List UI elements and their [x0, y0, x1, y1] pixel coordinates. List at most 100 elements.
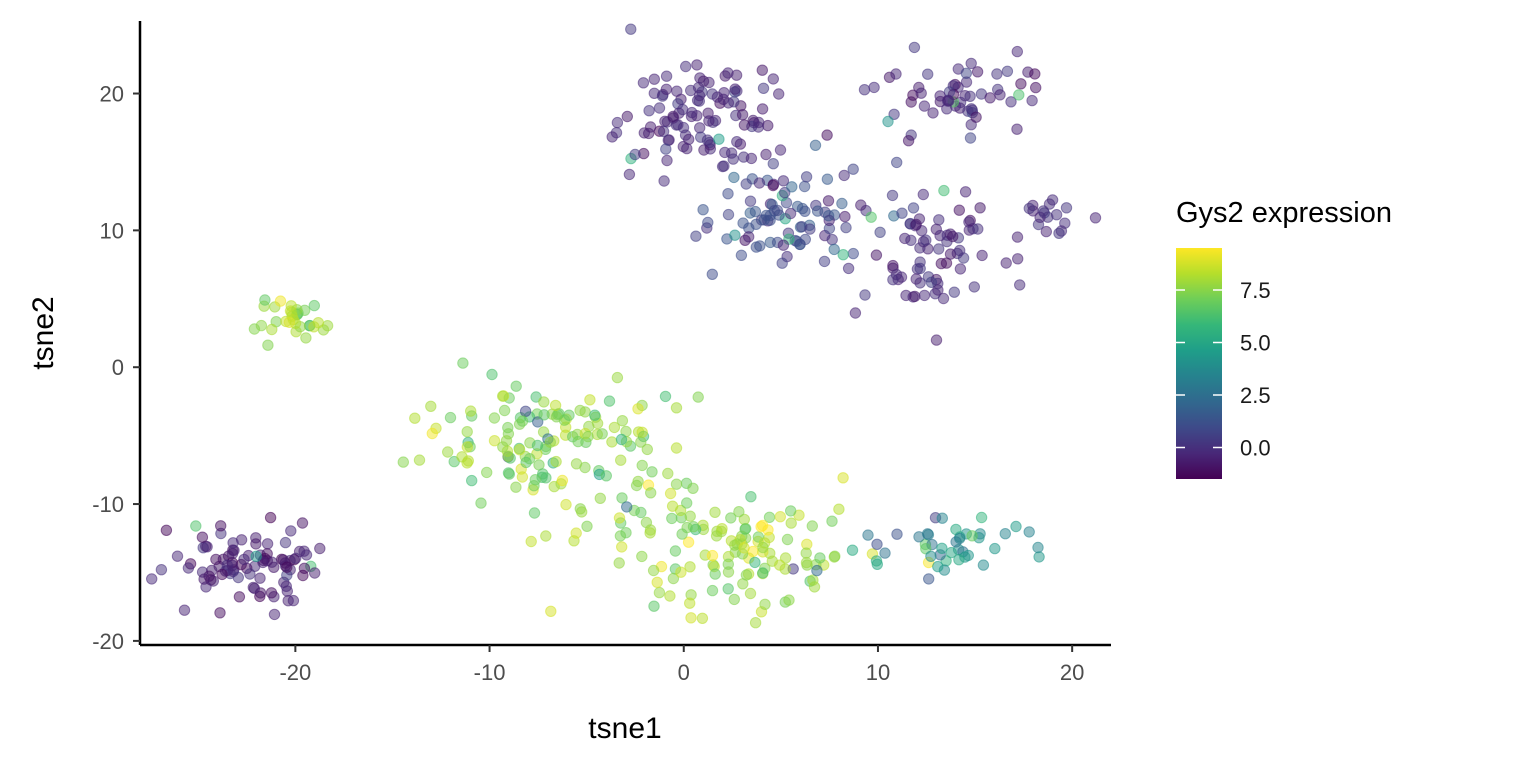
scatter-point [248, 323, 261, 335]
scatter-point [616, 492, 628, 504]
scatter-point [1011, 45, 1023, 58]
scatter-point [696, 612, 709, 624]
scatter-point [645, 487, 657, 499]
scatter-point [910, 273, 922, 285]
scatter-point [753, 177, 766, 189]
scatter-point [757, 567, 769, 579]
scatter-point [584, 394, 596, 406]
scatter-point [296, 517, 309, 529]
scatter-point [847, 163, 859, 175]
scatter-point [826, 515, 838, 527]
scatter-point [657, 125, 670, 138]
scatter-point [989, 542, 1001, 555]
scatter-point [706, 584, 719, 597]
scatter-point [667, 572, 680, 585]
scatter-point [675, 566, 687, 578]
scatter-point [826, 233, 838, 246]
scatter-point [576, 506, 588, 518]
scatter-point [409, 412, 421, 424]
scatter-point [488, 412, 501, 424]
scatter-point [953, 204, 965, 216]
scatter-point [729, 83, 741, 95]
scatter-point [232, 571, 245, 584]
scatter-point [776, 257, 788, 269]
scatter-point [840, 221, 852, 234]
scatter-point [739, 523, 751, 535]
scatter-point [670, 402, 683, 414]
scatter-point [486, 368, 498, 381]
scatter-point [1037, 205, 1050, 217]
scatter-point [891, 528, 903, 540]
scatter-point [932, 284, 944, 296]
scatter-point [738, 119, 751, 131]
scatter-point [923, 573, 935, 585]
legend-title: Gys2 expression [1176, 197, 1392, 229]
scatter-point [1000, 257, 1012, 269]
scatter-point [312, 317, 324, 329]
scatter-point [749, 556, 761, 569]
scatter-point [918, 289, 931, 302]
scatter-point [635, 506, 647, 519]
scatter-point [636, 550, 648, 563]
scatter-point [937, 292, 950, 305]
scatter-point [759, 598, 771, 610]
scatter-point [874, 226, 886, 239]
scatter-point [300, 549, 313, 561]
scatter-point [155, 564, 168, 576]
scatter-point [662, 467, 674, 480]
scatter-point [855, 199, 867, 211]
scatter-point [285, 300, 297, 312]
scatter-point [703, 76, 715, 89]
scatter-point [669, 545, 682, 557]
scatter-point [216, 568, 228, 581]
scatter-point [837, 472, 849, 484]
scatter-point [959, 186, 972, 198]
scatter-point [146, 573, 158, 585]
scatter-point [709, 506, 721, 518]
scatter-point [927, 107, 939, 119]
scatter-point [516, 415, 529, 427]
scatter-point [285, 525, 297, 537]
scatter-point [1015, 78, 1027, 90]
scatter-point [902, 135, 915, 147]
scatter-point [728, 171, 740, 184]
scatter-point [413, 454, 426, 466]
scatter-point [882, 115, 894, 128]
scatter-point [300, 332, 312, 344]
scatter-point [821, 129, 833, 141]
scatter-point [963, 216, 975, 228]
scatter-point [297, 569, 309, 582]
scatter-point [954, 532, 966, 545]
scatter-point [722, 67, 734, 79]
scatter-point [488, 435, 501, 447]
x-axis-title: tsne1 [588, 712, 661, 745]
scatter-point [636, 459, 648, 472]
scatter-point [917, 188, 929, 201]
x-tick-label: -20 [279, 660, 311, 685]
scatter-point [525, 535, 537, 548]
scatter-point [644, 121, 657, 133]
scatter-point [210, 553, 222, 566]
scatter-point [510, 380, 522, 392]
scatter-point [736, 109, 749, 121]
scatter-point [606, 436, 618, 448]
scatter-point [248, 582, 261, 595]
scatter-point [635, 436, 647, 448]
scatter-point [693, 89, 706, 102]
scatter-point [684, 510, 696, 522]
scatter-point [999, 528, 1011, 540]
scatter-point [870, 555, 883, 567]
scatter-point [936, 542, 948, 554]
scatter-point [309, 567, 321, 579]
points-layer [146, 23, 1102, 629]
scatter-point [1023, 202, 1036, 215]
scatter-point [800, 547, 812, 559]
scatter-point [729, 229, 741, 241]
colorbar-ticks: 0.0 2.5 5.0 7.5 [1176, 278, 1271, 461]
scatter-point [178, 604, 191, 616]
scatter-point [839, 210, 851, 223]
scatter-point [798, 180, 811, 193]
scatter-point [581, 520, 593, 532]
scatter-point [807, 574, 819, 586]
